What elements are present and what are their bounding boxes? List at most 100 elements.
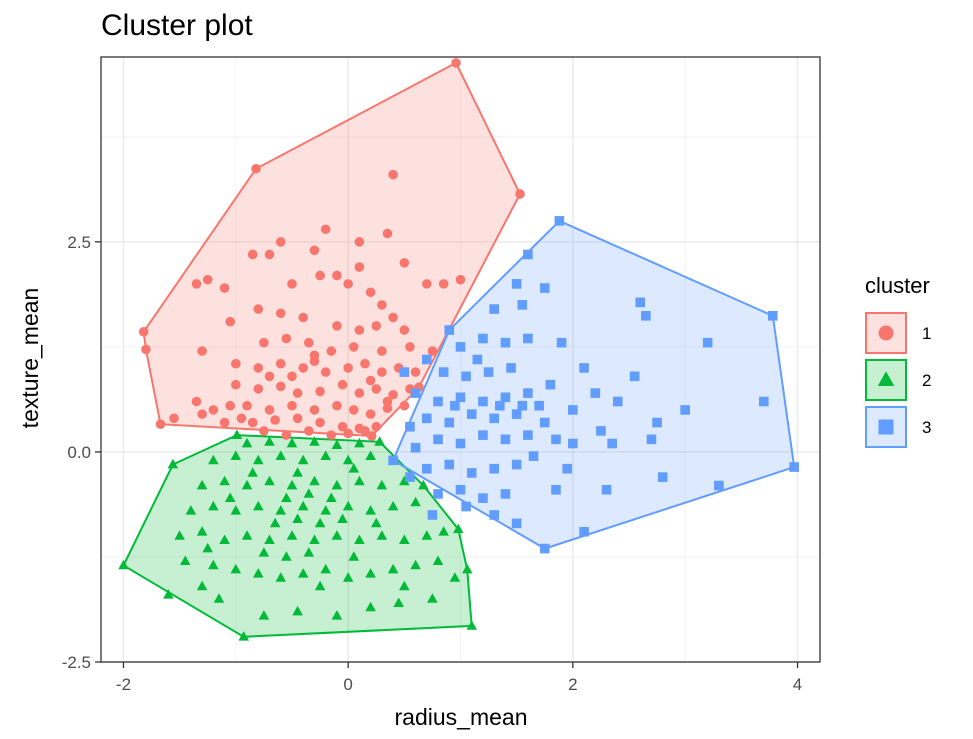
cluster-3-point <box>427 510 438 520</box>
cluster-1-point <box>197 409 207 419</box>
cluster-3-point <box>433 396 443 407</box>
cluster-2-point <box>275 450 286 460</box>
cluster-2-point <box>238 631 249 641</box>
cluster-3-point <box>596 426 606 436</box>
cluster-1-point <box>315 417 325 428</box>
cluster-1-point <box>219 283 230 293</box>
x-tick-label: 4 <box>793 675 802 694</box>
cluster-1-point <box>365 375 376 386</box>
cluster-1-point <box>191 279 202 289</box>
cluster-3-point <box>489 463 500 474</box>
cluster-2-point <box>348 463 360 473</box>
cluster-1-point <box>371 321 382 331</box>
cluster-2-point <box>399 580 410 591</box>
cluster-3-point <box>483 367 494 377</box>
cluster-2-point <box>342 572 354 582</box>
y-tick-label: 2.5 <box>67 233 91 252</box>
cluster-3-point <box>641 311 651 321</box>
cluster-3-point <box>579 526 589 537</box>
cluster-2-point <box>264 475 275 486</box>
cluster-1-point <box>343 363 353 373</box>
cluster-1-point <box>231 379 241 390</box>
cluster-2-point <box>466 620 477 630</box>
cluster-1-point <box>326 346 337 356</box>
cluster-2-point <box>213 593 225 603</box>
cluster-1-point <box>219 417 230 428</box>
cluster-2-point <box>418 479 429 490</box>
cluster-2-point <box>292 467 303 477</box>
cluster-1-point <box>360 426 370 436</box>
cluster-3-point <box>511 409 522 419</box>
cluster-1-point <box>292 388 303 398</box>
cluster-3-point <box>455 342 466 352</box>
cluster-1-point <box>141 344 151 355</box>
cluster-2-point <box>342 454 354 465</box>
legend-marker-3 <box>878 419 894 435</box>
cluster-3-point <box>714 480 724 491</box>
cluster-2-point <box>354 475 365 486</box>
legend-title: cluster <box>865 273 930 298</box>
cluster-2-point <box>432 555 444 565</box>
cluster-2-point <box>303 547 315 557</box>
cluster-1-point <box>292 413 303 424</box>
cluster-2-point <box>326 492 337 502</box>
cluster-2-point <box>365 601 376 612</box>
cluster-3-point <box>768 311 778 321</box>
cluster-1-point <box>287 400 297 411</box>
cluster-2-point <box>331 439 343 449</box>
cluster-2-point <box>185 505 197 515</box>
cluster-3-point <box>579 363 589 373</box>
x-tick-label: -2 <box>116 675 131 694</box>
cluster-3-point <box>759 396 769 407</box>
cluster-1-point <box>337 379 348 390</box>
cluster-2-point <box>314 517 326 528</box>
cluster-2-point <box>230 450 242 460</box>
cluster-3-point <box>517 300 528 310</box>
cluster-1-point <box>348 342 359 352</box>
cluster-3-point <box>466 468 477 478</box>
cluster-1-point <box>253 363 264 373</box>
cluster-2-point <box>387 563 399 574</box>
cluster-1-point <box>438 279 449 289</box>
cluster-2-point <box>331 530 343 540</box>
cluster-2-point <box>219 475 230 486</box>
legend-key-3 <box>865 406 907 448</box>
cluster-2-point <box>231 429 243 439</box>
cluster-1-point <box>320 224 331 235</box>
cluster-3-point <box>444 459 455 470</box>
cluster-3-point <box>489 304 500 314</box>
cluster-2-point <box>449 572 461 582</box>
cluster-1-point <box>343 428 353 439</box>
cluster-3-point <box>472 354 483 365</box>
cluster-2-point <box>410 496 421 507</box>
cluster-1-point <box>264 405 275 415</box>
cluster-1-point <box>388 312 398 323</box>
cluster-1-point <box>405 342 415 352</box>
cluster-1-point <box>225 400 235 411</box>
cluster-2-point <box>354 437 365 448</box>
cluster-3-point <box>652 417 662 428</box>
cluster-2-point <box>208 559 219 570</box>
cluster-3-point <box>489 413 500 424</box>
cluster-2-point <box>342 500 354 511</box>
cluster-2-point <box>202 542 213 553</box>
cluster-1-point <box>169 413 179 424</box>
cluster-1-point <box>421 279 432 289</box>
cluster-2-point <box>410 559 421 570</box>
cluster-2-point <box>163 589 174 599</box>
cluster-1-point <box>304 337 314 348</box>
cluster-2-point <box>462 563 473 574</box>
cluster-1-point <box>366 431 377 441</box>
cluster-2-point <box>387 500 399 511</box>
cluster-2-point <box>196 526 208 536</box>
cluster-3-point <box>478 396 488 407</box>
cluster-1-point <box>304 426 314 436</box>
cluster-1-point <box>309 245 320 256</box>
cluster-2-point <box>348 551 360 561</box>
cluster-3-point <box>455 392 466 403</box>
cluster-2-point <box>320 450 331 460</box>
cluster-3-point <box>500 337 511 348</box>
cluster-3-point <box>410 442 421 453</box>
cluster-1-point <box>281 430 292 440</box>
cluster-2-point <box>286 479 298 490</box>
